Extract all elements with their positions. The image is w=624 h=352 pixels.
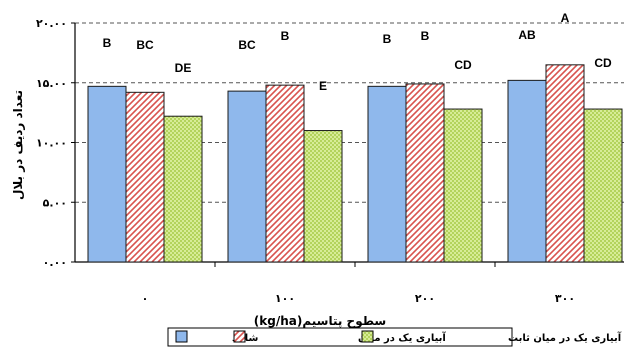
x-tick-label: ۲۰۰: [415, 292, 435, 305]
bar: [265, 84, 305, 263]
bar: [367, 85, 407, 263]
y-tick-label: ۲۰.۰۰: [36, 17, 67, 30]
bar: [583, 108, 623, 263]
x-tick-label: ۰: [142, 292, 149, 305]
legend-box: [167, 327, 513, 347]
significance-label: E: [319, 79, 327, 93]
significance-label: CD: [594, 56, 612, 70]
legend-label: آبیاری یک در میان: [358, 331, 446, 344]
significance-labels: B BC DE BC B E B B CD AB A CD: [103, 11, 612, 93]
tick-labels: ۰.۰۰ ۵.۰۰ ۱۰.۰۰ ۱۵.۰۰ ۲۰.۰۰ ۰ ۱۰۰ ۲۰۰ ۳۰۰: [36, 17, 575, 305]
x-tick-label: ۳۰۰: [555, 292, 575, 305]
legend-label: آبیاری یک در میان ثابت: [508, 331, 622, 344]
bar: [507, 79, 547, 263]
significance-label: DE: [175, 61, 192, 75]
significance-label: BC: [136, 38, 154, 52]
bar: [163, 115, 203, 263]
bar: [443, 108, 483, 263]
legend-swatch: [361, 330, 374, 343]
significance-label: B: [103, 36, 112, 50]
bar: [227, 90, 267, 263]
significance-label: B: [421, 29, 430, 43]
legend-swatch: [233, 330, 246, 343]
bar: [125, 91, 165, 263]
bar: [303, 130, 343, 263]
y-axis-title: تعداد ردیف در بلال: [11, 90, 25, 200]
significance-label: CD: [454, 58, 472, 72]
y-tick-label: ۰.۰۰: [43, 256, 67, 269]
y-tick-label: ۱۰.۰۰: [36, 137, 67, 150]
x-axis-title: سطوح پتاسیم(kg/ha): [254, 314, 386, 329]
bar: [405, 83, 445, 263]
bars: [87, 64, 623, 263]
bar: [545, 64, 585, 263]
significance-label: AB: [518, 28, 536, 42]
y-tick-label: ۱۵.۰۰: [36, 77, 67, 90]
x-tick-label: ۱۰۰: [275, 292, 295, 305]
significance-label: BC: [238, 38, 256, 52]
significance-label: B: [383, 32, 392, 46]
legend-swatch: [175, 330, 188, 343]
significance-label: A: [561, 11, 570, 25]
significance-label: B: [281, 29, 290, 43]
bar: [87, 85, 127, 263]
y-tick-label: ۵.۰۰: [43, 196, 67, 209]
